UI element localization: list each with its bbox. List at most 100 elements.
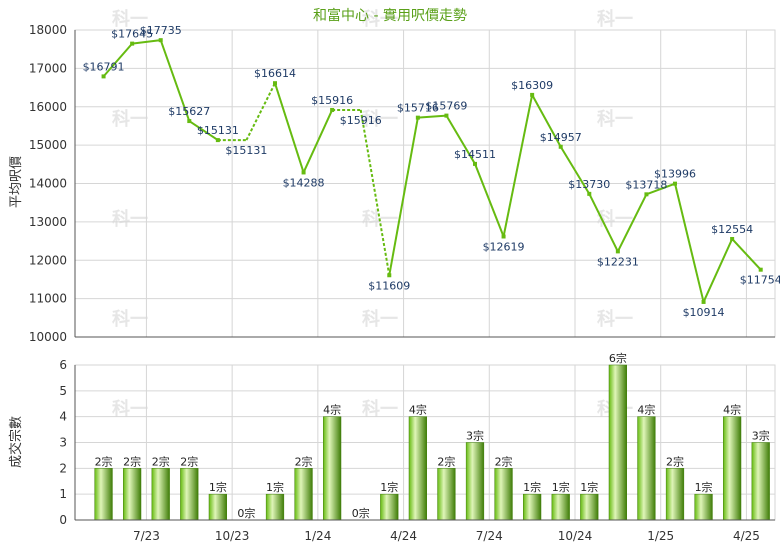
count-bar-label: 4宗 [323,403,341,417]
top-y-axis-label: 平均呎價 [9,156,24,208]
count-bar-label: 2宗 [152,454,170,468]
x-tick-label: 4/24 [390,529,417,543]
count-bar [437,468,456,521]
price-point-label: $15769 [425,100,467,113]
price-line-segment [302,109,334,173]
price-point-label: $17735 [140,24,182,37]
price-point [301,170,306,175]
count-bar [465,442,485,521]
price-point-label: $15916 [311,94,353,107]
price-point [558,144,563,149]
bottom-y-tick-label: 4 [59,410,67,424]
count-bar [637,416,656,521]
price-line-segment [559,146,591,195]
watermark-text: 科一 [597,8,633,30]
top-y-tick-label: 10000 [29,330,67,344]
price-point-label: $10914 [683,306,725,319]
price-line-segment [445,115,476,165]
price-line-segment [616,193,648,252]
price-line-segment [245,82,276,141]
count-bar [723,416,742,521]
watermark-text: 科一 [597,308,633,330]
price-point-label: $17645 [111,28,153,41]
price-point [187,119,192,124]
count-bar-label: 2宗 [437,454,455,468]
count-bar-label: 1宗 [695,480,713,494]
price-line-segment [417,114,447,119]
bottom-y-tick-label: 5 [59,384,67,398]
price-point [158,38,163,43]
price-point-label: $11754 [740,274,780,287]
price-point [701,299,706,304]
price-line-segment [646,182,676,196]
price-line-segment [132,39,161,45]
watermark-text: 科一 [597,208,633,230]
watermark-text: 科一 [362,108,398,130]
count-bar-label: 2宗 [495,454,513,468]
watermark-text: 科一 [362,8,398,30]
price-line-segment [388,117,419,276]
x-tick-label: 7/24 [476,529,503,543]
price-point-label: $13730 [568,178,610,191]
count-bar-label: 4宗 [637,403,655,417]
price-point-label: $15916 [340,114,382,127]
count-bar [751,442,770,521]
watermark-text: 科一 [362,308,398,330]
price-point-label: $16791 [83,60,125,73]
price-line-segment [731,238,762,271]
count-bar-label: 0宗 [352,506,370,520]
watermark-text: 科一 [112,398,148,420]
price-point [387,273,392,278]
price-point-label: $13996 [654,168,696,181]
count-bar [380,493,399,521]
count-bar [294,468,313,521]
count-bar [551,493,570,521]
count-bar-label: 6宗 [609,351,627,365]
top-y-tick-label: 12000 [29,253,67,267]
price-line-segment [102,42,133,78]
top-y-tick-label: 16000 [29,100,67,114]
count-bar [694,493,713,521]
x-tick-label: 10/24 [558,529,593,543]
count-bar-label: 2宗 [123,454,141,468]
bottom-y-tick-label: 2 [59,461,67,475]
watermark-text: 科一 [112,308,148,330]
count-bar [94,468,113,521]
x-tick-label: 4/25 [733,529,760,543]
bottom-y-tick-label: 1 [59,487,67,501]
axes-layer: 10000 11000 12000 13000 14000 15000 16000 17000… [29,23,775,543]
count-bar [323,416,342,521]
count-bar-label: 3宗 [752,429,770,443]
watermark-text: 科一 [112,108,148,130]
top-y-tick-label: 13000 [29,215,67,229]
count-bar [151,468,170,521]
price-point [101,74,106,79]
price-line-segment [474,163,505,237]
top-y-tick-label: 17000 [29,61,67,75]
watermark-text: 科一 [112,208,148,230]
count-bar-label: 3宗 [466,429,484,443]
count-bar-label: 1宗 [380,480,398,494]
data-layer: $16791 $17645$17735 $15627 $15131 $15131 $166… [83,24,780,521]
count-bar [523,493,542,521]
price-point [130,41,135,46]
price-point [587,191,592,196]
x-tick-label: 1/24 [304,529,331,543]
x-tick-label: 10/23 [215,529,250,543]
price-point [730,236,735,241]
count-bar [494,468,513,521]
count-bar [265,493,285,521]
count-bar-label: 0宗 [237,506,255,520]
count-bar [180,468,199,521]
count-bar-label: 2宗 [295,454,313,468]
price-point [273,81,277,86]
price-point-label: $14288 [283,176,325,189]
bottom-y-tick-label: 0 [59,513,67,527]
price-point-label: $16614 [254,67,296,80]
bottom-y-tick-label: 3 [59,436,67,450]
count-bar [408,416,427,521]
count-bar-label: 1宗 [209,480,227,494]
price-point [501,234,506,239]
price-point [644,192,649,197]
